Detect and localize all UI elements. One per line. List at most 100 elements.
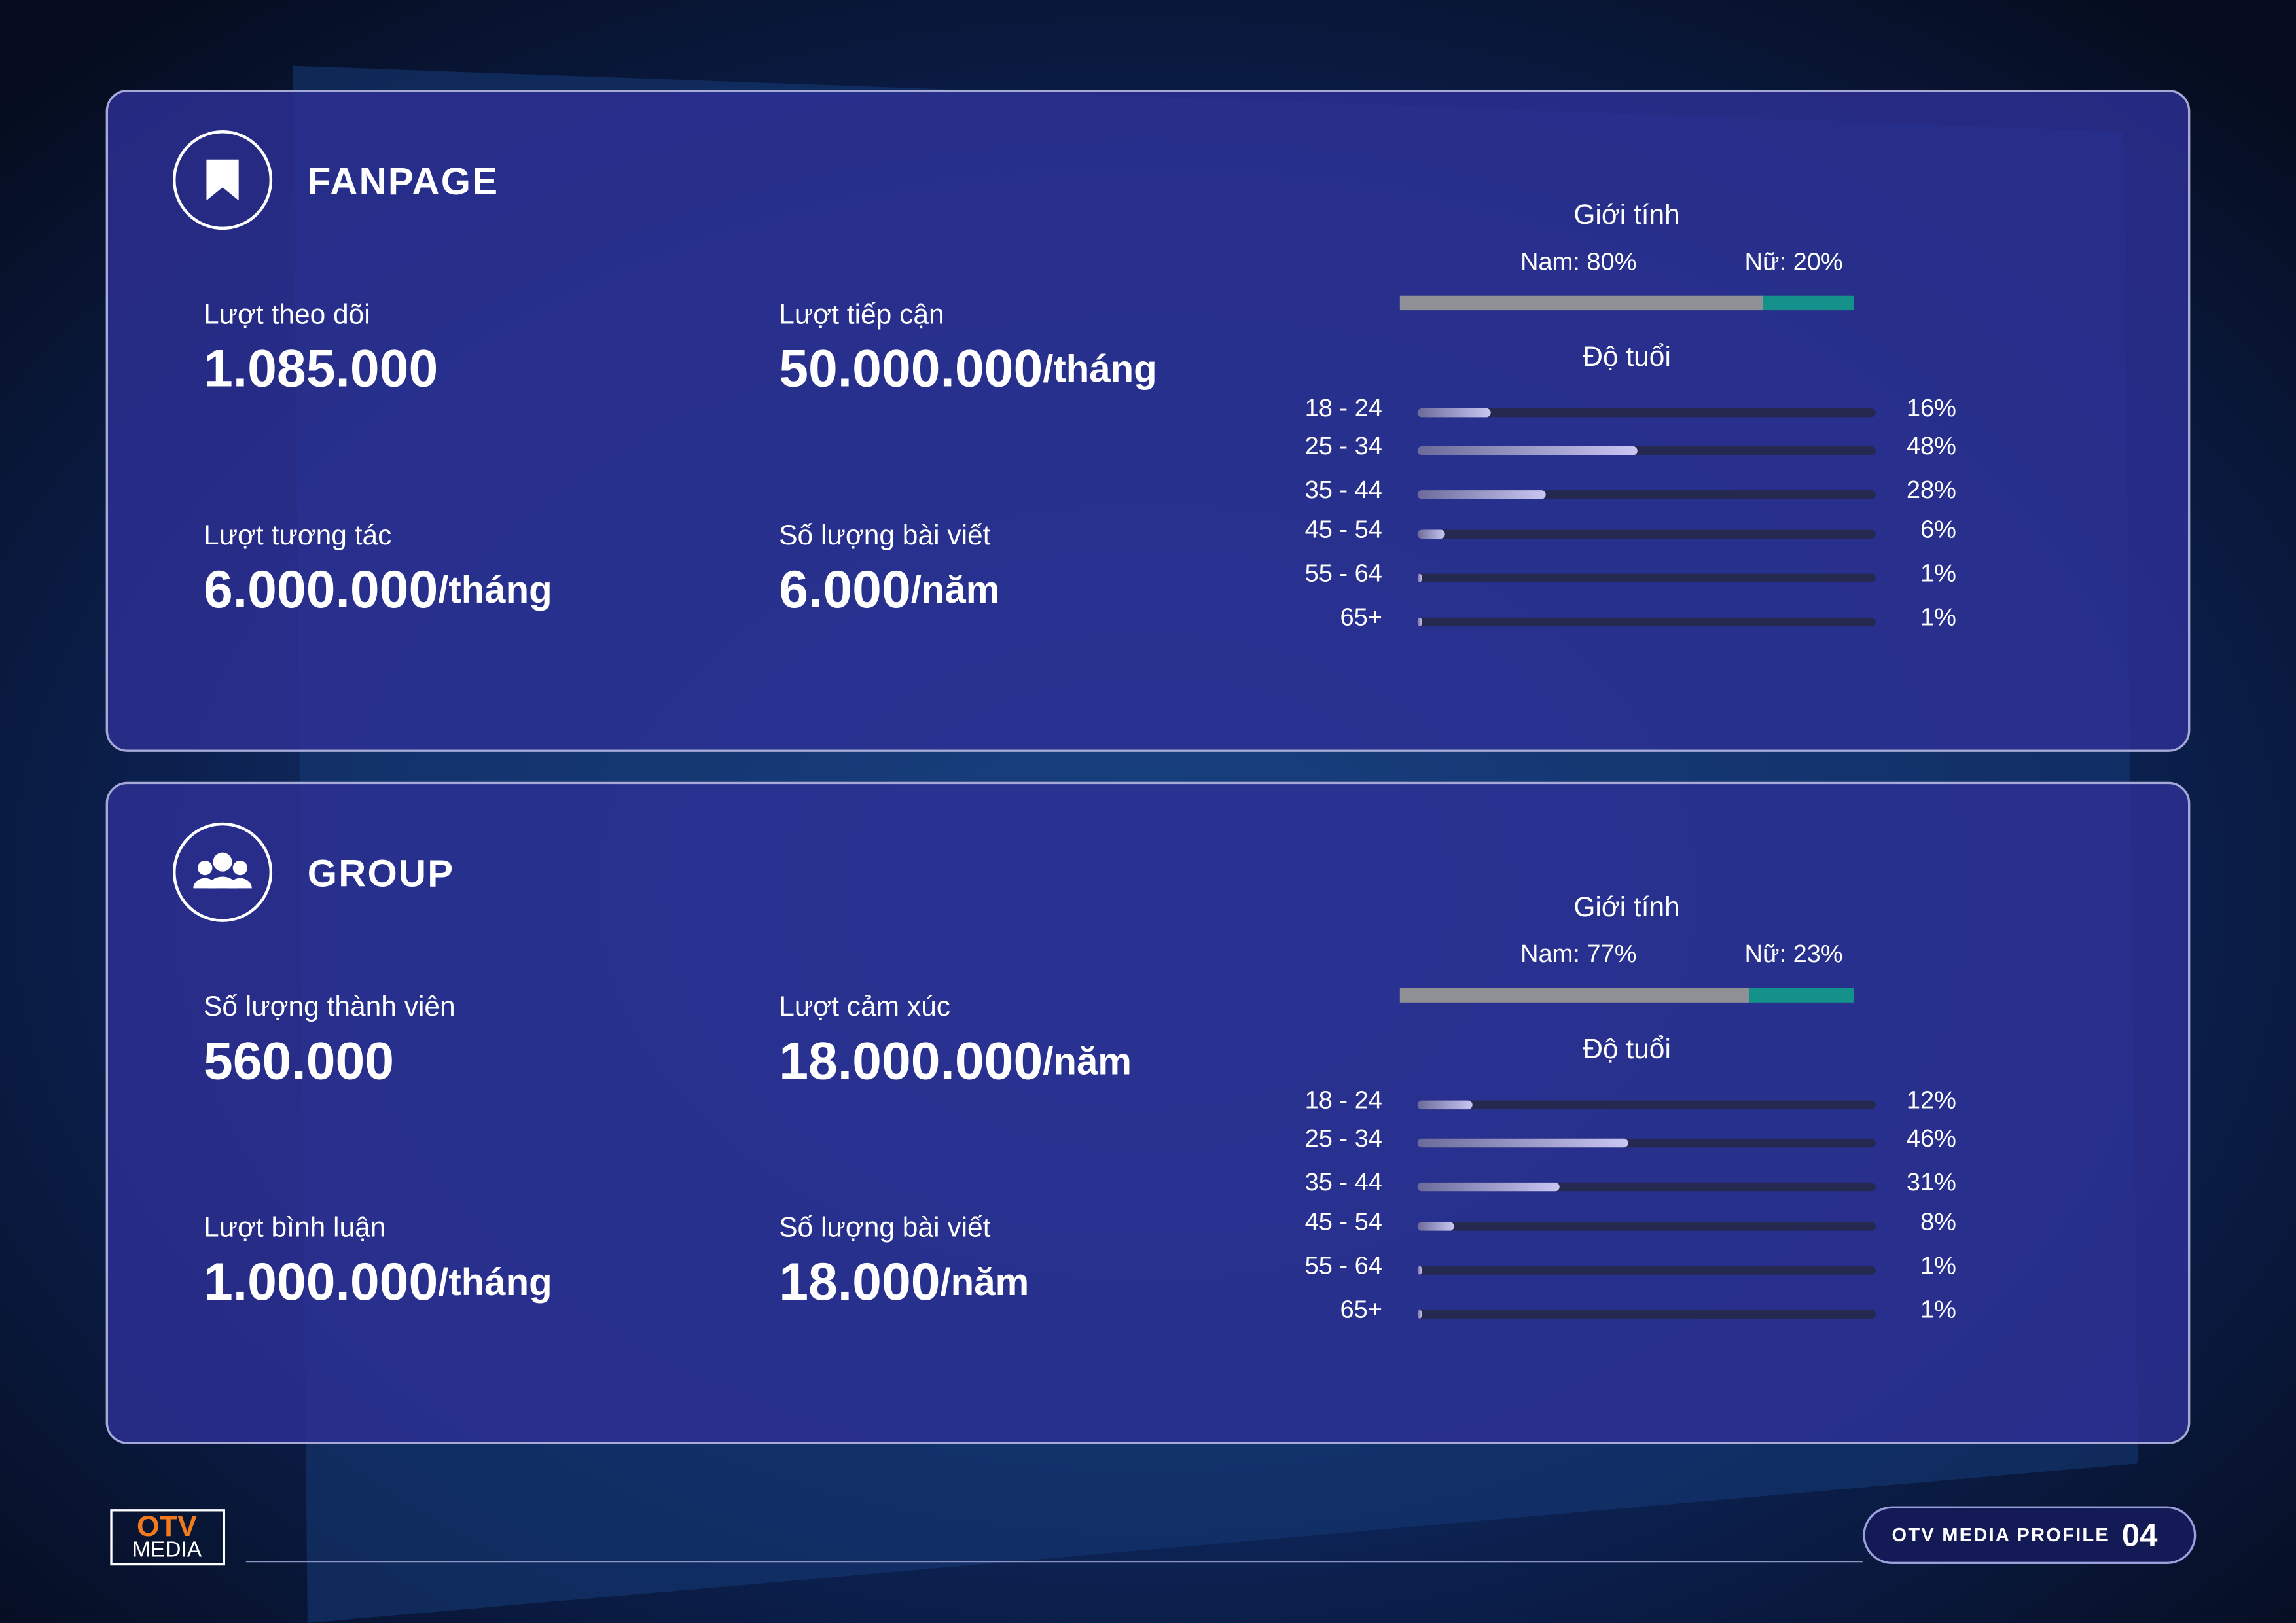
bookmark-icon	[206, 159, 239, 201]
stat-label: Lượt tiếp cận	[779, 299, 944, 330]
stat-value: 50.000.000/tháng	[779, 340, 1157, 399]
age-percent-label: 8%	[1920, 1208, 1956, 1236]
gender-male-bar	[1399, 295, 1763, 311]
stat-unit: /năm	[941, 1260, 1030, 1303]
stat-number: 50.000.000	[779, 340, 1043, 399]
age-group-label: 55 - 64	[1305, 1252, 1382, 1279]
age-group-label: 18 - 24	[1305, 395, 1382, 422]
group-icon-head	[198, 860, 213, 876]
gender-title: Giới tính	[1573, 892, 1679, 923]
footer-pill	[1863, 1506, 2197, 1564]
stat-unit: /tháng	[438, 569, 552, 611]
age-bar	[1417, 408, 1491, 418]
age-bar	[1417, 490, 1546, 499]
gender-title: Giới tính	[1573, 200, 1679, 230]
stat-label: Lượt tương tác	[204, 520, 391, 551]
age-title: Độ tuổi	[1583, 342, 1671, 372]
age-track	[1417, 1266, 1876, 1275]
age-percent-label: 1%	[1920, 604, 1956, 632]
age-bar	[1417, 446, 1638, 455]
logo-box	[110, 1509, 225, 1566]
gender-female-bar	[1763, 295, 1854, 311]
age-group-label: 25 - 34	[1305, 433, 1382, 460]
age-bar	[1417, 1310, 1422, 1319]
age-track	[1417, 573, 1876, 583]
stat-number: 6.000.000	[204, 560, 438, 619]
stat-unit: /tháng	[1043, 348, 1157, 390]
age-percent-label: 31%	[1907, 1169, 1956, 1196]
age-group-label: 55 - 64	[1305, 560, 1382, 588]
footer: OTV MEDIA OTV MEDIA PROFILE 04	[110, 1506, 2197, 1566]
age-group-label: 35 - 44	[1305, 476, 1382, 504]
age-track	[1417, 408, 1876, 418]
age-group-label: 45 - 54	[1305, 1208, 1382, 1236]
age-track	[1417, 529, 1876, 539]
stat-value: 18.000/năm	[779, 1253, 1029, 1311]
age-group-label: 18 - 24	[1305, 1087, 1382, 1115]
stat-unit: /năm	[911, 569, 1000, 611]
panel-icon-ring	[172, 130, 273, 230]
stat-number: 1.000.000	[204, 1253, 438, 1311]
gender-female-label: Nữ: 23%	[1745, 940, 1843, 968]
stat-unit: /năm	[1043, 1040, 1132, 1082]
stat-label: Lượt cảm xúc	[779, 991, 950, 1022]
age-bar	[1417, 1182, 1560, 1192]
stat-value: 18.000.000/năm	[779, 1031, 1132, 1090]
stat-label: Số lượng bài viết	[779, 520, 990, 551]
stat-number: 18.000.000	[779, 1031, 1043, 1090]
age-percent-label: 1%	[1920, 1296, 1956, 1323]
age-bar	[1417, 1222, 1454, 1231]
age-track	[1417, 617, 1876, 627]
age-percent-label: 28%	[1907, 476, 1956, 504]
stat-label: Lượt theo dõi	[204, 299, 370, 330]
age-bar	[1417, 529, 1445, 539]
age-percent-label: 1%	[1920, 1252, 1956, 1279]
group-icon-head	[213, 852, 232, 872]
stat-label: Số lượng bài viết	[779, 1213, 990, 1243]
gender-male-bar	[1399, 988, 1749, 1003]
panel: FANPAGE Lượt theo dõi 1.085.000 Lượt tiếp c…	[105, 89, 2191, 752]
panel-box	[105, 781, 2191, 1444]
age-bar	[1417, 1100, 1473, 1110]
age-percent-label: 48%	[1907, 433, 1956, 460]
age-group-label: 25 - 34	[1305, 1125, 1382, 1152]
stat-label: Số lượng thành viên	[204, 991, 456, 1022]
age-bar	[1417, 1138, 1628, 1148]
age-percent-label: 46%	[1907, 1125, 1956, 1152]
age-title: Độ tuổi	[1583, 1034, 1671, 1065]
age-track	[1417, 1222, 1876, 1231]
logo-bottom: MEDIA	[132, 1538, 202, 1562]
stat-number: 18.000	[779, 1253, 940, 1311]
age-track	[1417, 1100, 1876, 1110]
age-group-label: 65+	[1340, 1296, 1382, 1323]
panel-title: GROUP	[308, 853, 454, 895]
stat-number: 6.000	[779, 560, 911, 619]
age-bar	[1417, 617, 1422, 627]
panel-title: FANPAGE	[308, 160, 499, 203]
stat-value: 1.085.000	[204, 340, 438, 399]
age-percent-label: 1%	[1920, 560, 1956, 588]
stat-value: 1.000.000/tháng	[204, 1253, 552, 1311]
gender-female-label: Nữ: 20%	[1745, 248, 1843, 276]
gender-male-label: Nam: 77%	[1520, 940, 1637, 968]
age-group-label: 35 - 44	[1305, 1169, 1382, 1196]
logo-top: OTV	[137, 1510, 197, 1543]
gender-female-bar	[1749, 988, 1854, 1003]
page-number: 04	[2122, 1517, 2158, 1553]
group-icon-body	[207, 876, 238, 889]
group-icon-head	[232, 860, 248, 876]
age-group-label: 45 - 54	[1305, 516, 1382, 544]
panel-box	[105, 89, 2191, 752]
stat-label: Lượt bình luận	[204, 1213, 386, 1243]
stat-unit: /tháng	[438, 1260, 552, 1303]
stat-value: 6.000.000/tháng	[204, 560, 552, 619]
age-group-label: 65+	[1340, 604, 1382, 632]
stat-value: 6.000/năm	[779, 560, 999, 619]
stat-value: 560.000	[204, 1031, 394, 1090]
stat-number: 1.085.000	[204, 340, 438, 399]
panel: GROUP Số lượng thành viên 560.000 Lượt cảm …	[105, 781, 2191, 1444]
panel-icon-ring	[172, 822, 273, 922]
gender-male-label: Nam: 80%	[1520, 248, 1637, 276]
